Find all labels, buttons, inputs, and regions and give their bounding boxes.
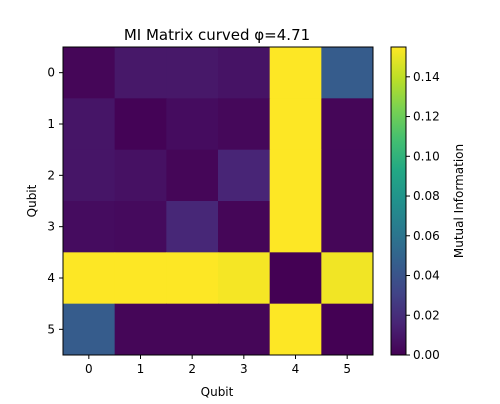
y-axis-label: Qubit: [25, 184, 39, 217]
y-tick-label: 1: [47, 117, 55, 131]
heatmap-cell-1-5: [321, 98, 374, 151]
heatmap-cell-0-0: [63, 47, 116, 99]
heatmap-cell-3-5: [321, 201, 374, 253]
heatmap-cell-5-0: [63, 303, 116, 356]
x-tick-label: 5: [343, 362, 351, 376]
colorbar-tick-label: 0.10: [413, 149, 440, 163]
heatmap-cell-0-4: [269, 47, 322, 99]
heatmap-cell-2-4: [269, 149, 322, 202]
colorbar-tick-label: 0.14: [413, 70, 440, 84]
colorbar-tick-label: 0.04: [413, 269, 440, 283]
heatmap-cell-2-3: [218, 149, 271, 202]
colorbar-tick-label: 0.12: [413, 110, 440, 124]
y-axis: 0 1 2 3 4 5: [47, 66, 63, 336]
heatmap-cell-4-2: [166, 252, 219, 305]
heatmap-frame: [62, 46, 374, 356]
heatmap-cell-0-2: [166, 47, 219, 99]
colorbar-tick-label: 0.08: [413, 189, 440, 203]
colorbar-tick-label: 0.00: [413, 348, 440, 362]
heatmap-cell-5-5: [321, 303, 374, 356]
heatmap-cell-5-4: [269, 303, 322, 356]
heatmap-cell-3-0: [63, 201, 116, 253]
heatmap-cell-1-4: [269, 98, 322, 151]
heatmap-cell-1-2: [166, 98, 219, 151]
y-tick-label: 4: [47, 271, 55, 285]
heatmap-cell-4-3: [218, 252, 271, 305]
x-tick-label: 4: [292, 362, 300, 376]
heatmap-cell-3-4: [269, 201, 322, 253]
heatmap-cell-0-3: [218, 47, 271, 99]
colorbar-ticks: 0.00 0.02 0.04 0.06 0.08 0.10 0.12 0.14: [406, 70, 440, 362]
heatmap-cell-2-0: [63, 149, 116, 202]
heatmap-cells: [63, 47, 374, 356]
heatmap-cell-1-1: [114, 98, 167, 151]
x-tick-label: 0: [85, 362, 93, 376]
heatmap-cell-5-3: [218, 303, 271, 356]
y-tick-label: 0: [47, 66, 55, 80]
y-tick-label: 3: [47, 220, 55, 234]
x-tick-label: 2: [188, 362, 196, 376]
colorbar-tick-label: 0.02: [413, 308, 440, 322]
heatmap-cell-0-5: [321, 47, 374, 99]
heatmap-cell-0-1: [114, 47, 167, 99]
heatmap-cell-5-1: [114, 303, 167, 356]
heatmap-cell-4-4: [269, 252, 322, 305]
heatmap-cell-1-3: [218, 98, 271, 151]
heatmap-cell-2-2: [166, 149, 219, 202]
colorbar-label: Mutual Information: [452, 144, 466, 258]
x-tick-label: 1: [137, 362, 145, 376]
x-axis-label: Qubit: [201, 385, 234, 399]
y-tick-label: 5: [47, 322, 55, 336]
heatmap-cell-4-1: [114, 252, 167, 305]
heatmap-cell-2-5: [321, 149, 374, 202]
colorbar: [390, 46, 407, 356]
heatmap-cell-4-5: [321, 252, 374, 305]
heatmap-cell-4-0: [63, 252, 116, 305]
heatmap-cell-2-1: [114, 149, 167, 202]
heatmap-cell-3-3: [218, 201, 271, 253]
heatmap-cell-3-1: [114, 201, 167, 253]
heatmap-cell-3-2: [166, 201, 219, 253]
x-tick-label: 3: [240, 362, 248, 376]
x-axis: 0 1 2 3 4 5: [85, 355, 351, 376]
heatmap-cell-5-2: [166, 303, 219, 356]
heatmap-cell-1-0: [63, 98, 116, 151]
chart-title: MI Matrix curved φ=4.71: [124, 26, 310, 44]
y-tick-label: 2: [47, 168, 55, 182]
colorbar-tick-label: 0.06: [413, 229, 440, 243]
